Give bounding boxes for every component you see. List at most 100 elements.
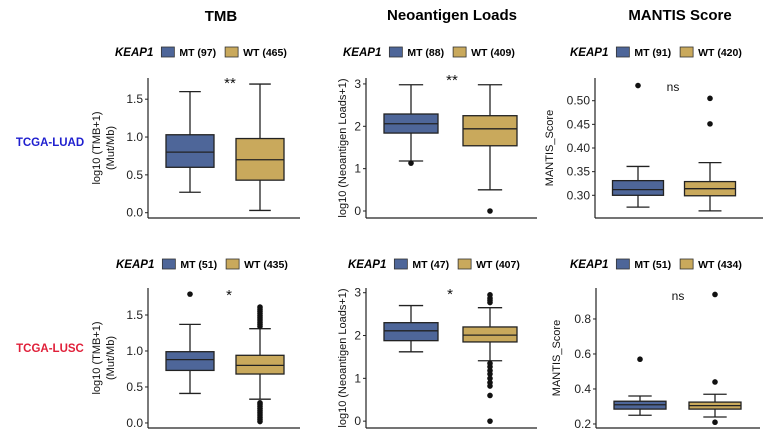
box-mt [165, 291, 215, 395]
outlier-point [635, 82, 641, 89]
legend: KEAP1 MT (97) WT (465) [115, 46, 287, 59]
legend-title: KEAP1 [570, 259, 608, 271]
legend-swatch-wt [225, 258, 240, 270]
box-iqr [383, 322, 439, 342]
box-iqr [165, 134, 215, 168]
column-title-tmb: TMB [205, 8, 238, 25]
outlier-point [712, 419, 718, 426]
outlier-point [707, 121, 713, 127]
outlier-point [712, 291, 718, 298]
outlier-point [487, 363, 493, 370]
legend-swatch-mt [615, 258, 630, 270]
legend-swatch-wt [679, 46, 694, 58]
panel-neo-luad: 0 1 2 3 log10 (Neoantigen Loads+1) ** KEAP1 MT … [337, 46, 537, 219]
panel-mantis-luad: 0.30 0.35 0.40 0.45 0.50 MANTIS_Score ns KEAP1 M… [544, 46, 763, 219]
outlier-point [487, 208, 493, 214]
y-tick-label: 0.0 [126, 416, 143, 430]
legend-swatch-wt [224, 46, 239, 58]
box-iqr [462, 115, 518, 147]
y-tick-label: 0.5 [126, 380, 143, 394]
legend-swatch-wt [452, 46, 467, 58]
y-tick-label: 0 [354, 414, 361, 428]
legend-label-wt: WT (420) [698, 47, 742, 59]
column-title-neoantigen: Neoantigen Loads [387, 7, 517, 24]
panel-tmb-luad: 0.0 0.5 1.0 1.5 log10 (TMB+1) (Mut/Mb) ** KEAP1… [91, 46, 300, 220]
box-mt [165, 90, 215, 193]
legend-label-wt: WT (435) [244, 259, 288, 271]
legend-label-wt: WT (409) [471, 47, 515, 59]
outlier-point [487, 371, 493, 377]
legend: KEAP1 MT (51) WT (434) [570, 258, 742, 271]
legend-label-mt: MT (51) [634, 259, 671, 271]
y-tick-label: 3 [354, 286, 361, 300]
box-mt [613, 356, 667, 416]
y-tick-label: 1 [354, 162, 361, 176]
legend-label-mt: MT (88) [407, 47, 444, 59]
y-tick-label: 2 [354, 329, 361, 343]
row-label-lusc: TCGA-LUSC [16, 343, 84, 355]
y-tick-label: 0.6 [574, 347, 591, 361]
outlier-point [187, 291, 193, 297]
y-tick-label: 0.50 [567, 94, 591, 108]
legend: KEAP1 MT (91) WT (420) [570, 46, 742, 59]
y-tick-label: 0.40 [567, 141, 591, 155]
box-wt [683, 95, 737, 212]
legend-label-wt: WT (434) [698, 259, 742, 271]
legend-title: KEAP1 [116, 259, 154, 271]
box-iqr [235, 354, 285, 375]
outlier-point [257, 304, 263, 310]
legend-label-mt: MT (47) [412, 259, 449, 271]
y-tick-label: 0.2 [574, 417, 591, 431]
outlier-point [257, 400, 263, 406]
outlier-point [487, 299, 493, 306]
box-wt [462, 292, 518, 424]
y-tick-label: 1.5 [126, 92, 143, 106]
y-tick-label: 1 [354, 371, 361, 385]
legend-title: KEAP1 [343, 47, 381, 59]
legend-label-wt: WT (407) [476, 259, 520, 271]
legend-title: KEAP1 [115, 47, 153, 59]
significance-label: ** [224, 75, 236, 92]
y-tick-label: 1.5 [126, 308, 143, 322]
panel-mantis-lusc: 0.2 0.4 0.6 0.8 MANTIS_Score ns KEAP1 MT (51) WT… [551, 258, 760, 431]
legend-swatch-mt [160, 46, 175, 58]
box-iqr [611, 179, 665, 196]
y-axis-label: (Mut/Mb) [105, 126, 117, 170]
box-wt [235, 83, 285, 212]
legend-label-mt: MT (97) [179, 47, 216, 59]
legend: KEAP1 MT (51) WT (435) [116, 258, 288, 271]
outlier-point [707, 95, 713, 102]
y-tick-label: 0.30 [567, 188, 591, 202]
y-axis-label: log10 (Neoantigen Loads+1) [337, 78, 349, 217]
significance-label: ns [667, 80, 680, 94]
y-tick-label: 0.5 [126, 168, 143, 182]
legend-swatch-wt [457, 258, 472, 270]
panel-neo-lusc: 0 1 2 3 log10 (Neoantigen Loads+1) * KEAP1 MT (… [337, 258, 537, 429]
y-axis-label: log10 (TMB+1) [91, 111, 103, 184]
column-title-mantis: MANTIS Score [628, 7, 731, 24]
legend-label-wt: WT (465) [243, 47, 287, 59]
box-mt [383, 304, 439, 353]
significance-label: ** [446, 72, 458, 89]
outlier-point [712, 379, 718, 385]
box-mt [611, 82, 665, 208]
box-mt [383, 84, 439, 166]
outlier-point [487, 383, 493, 389]
legend-title: KEAP1 [570, 47, 608, 59]
outlier-point [487, 418, 493, 424]
y-tick-label: 0.45 [567, 117, 591, 131]
outlier-point [487, 375, 493, 382]
legend-swatch-mt [615, 46, 630, 58]
outlier-point [637, 356, 643, 363]
y-axis-label: (Mut/Mb) [105, 336, 117, 380]
box-wt [462, 84, 518, 214]
y-axis-label: MANTIS_Score [544, 110, 556, 186]
legend-swatch-mt [161, 258, 176, 270]
y-tick-label: 1.0 [126, 130, 143, 144]
y-tick-label: 0.35 [567, 165, 591, 179]
legend-swatch-wt [679, 258, 694, 270]
box-wt [688, 291, 742, 426]
legend: KEAP1 MT (88) WT (409) [343, 46, 515, 59]
legend-title: KEAP1 [348, 259, 386, 271]
